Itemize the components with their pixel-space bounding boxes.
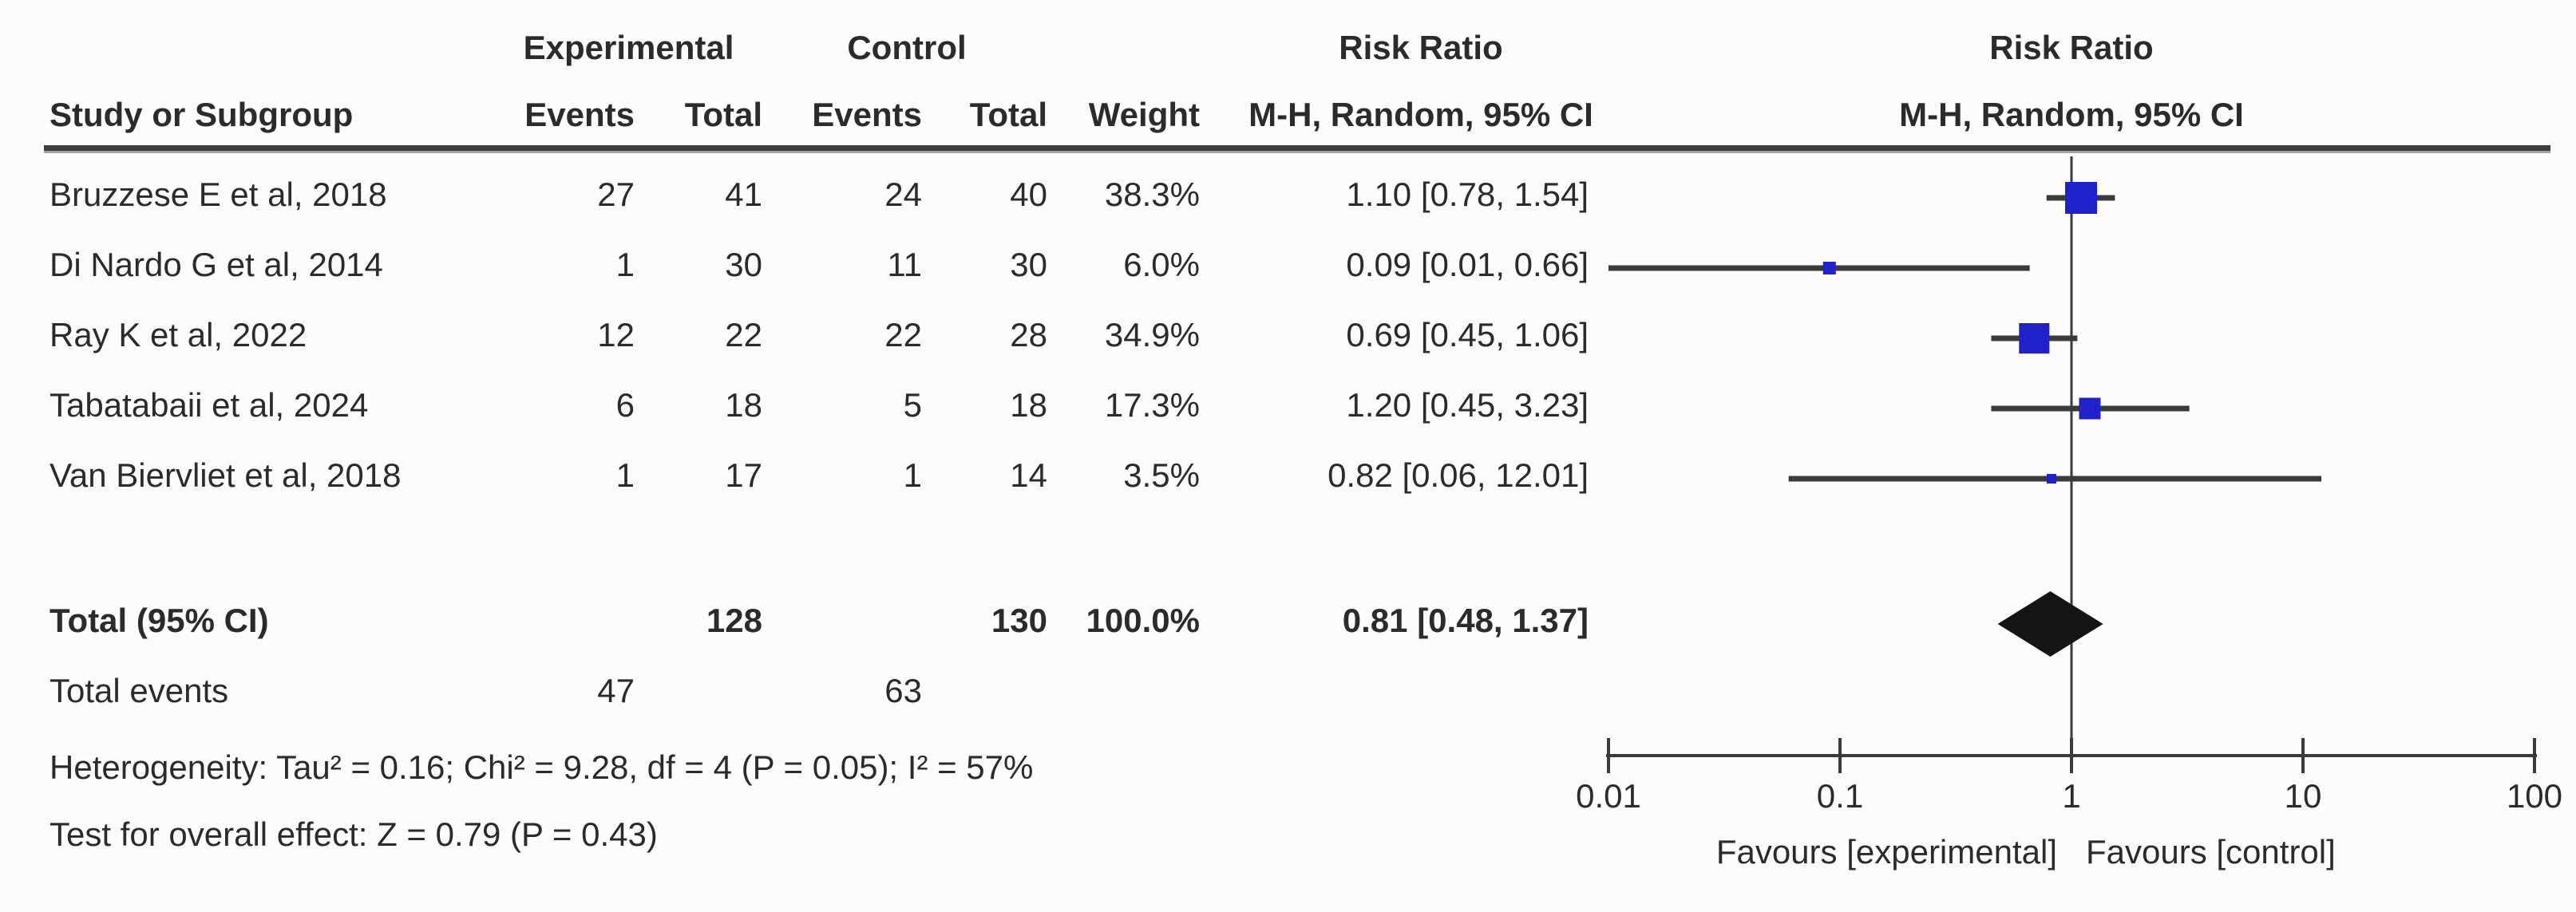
header-mh-random-ci-plot: M-H, Random, 95% CI: [1899, 96, 2244, 133]
total-events-row: Total events 47 63: [0, 672, 2576, 720]
study-name: Van Biervliet et al, 2018: [49, 456, 402, 494]
effect-square: [2065, 182, 2098, 214]
favours-control-label: Favours [control]: [2086, 833, 2336, 871]
x-tick-label: 0.1: [1817, 777, 1863, 815]
study-exp-total: 18: [725, 386, 762, 424]
study-weight: 38.3%: [1104, 176, 1200, 213]
study-exp-total: 30: [725, 246, 762, 283]
study-ctrl-events: 1: [903, 456, 922, 494]
study-exp-events: 6: [615, 386, 635, 424]
x-tick-label: 10: [2285, 777, 2322, 815]
effect-square: [2079, 397, 2101, 420]
x-tick-label: 0.01: [1576, 777, 1641, 815]
study-name: Ray K et al, 2022: [49, 316, 307, 353]
effect-square: [1822, 262, 1836, 274]
total-diamond: [1997, 591, 2103, 657]
study-ctrl-total: 40: [1010, 176, 1047, 213]
study-exp-total: 22: [725, 316, 762, 353]
study-row: Di Nardo G et al, 2014 1 30 11 30 6.0% 0…: [0, 246, 2576, 294]
header-weight: Weight: [1088, 96, 1200, 133]
study-row: Bruzzese E et al, 2018 27 41 24 40 38.3%…: [0, 176, 2576, 223]
total-weight: 100.0%: [1086, 602, 1200, 639]
effect-square: [2019, 323, 2050, 353]
study-exp-total: 17: [725, 456, 762, 494]
study-row: Ray K et al, 2022 12 22 22 28 34.9% 0.69…: [0, 316, 2576, 364]
heterogeneity-row: Heterogeneity: Tau² = 0.16; Chi² = 9.28,…: [0, 748, 2576, 796]
header-risk-ratio-column: Risk Ratio: [1339, 29, 1503, 66]
header-ctrl-total: Total: [969, 96, 1047, 133]
effect-square: [2047, 474, 2057, 484]
header-study-or-subgroup: Study or Subgroup: [49, 96, 354, 133]
header-exp-total: Total: [684, 96, 762, 133]
x-tick-label: 100: [2507, 777, 2562, 815]
study-rr-ci: 0.09 [0.01, 0.66]: [1346, 246, 1589, 283]
table-header-columns: Study or Subgroup Events Total Events To…: [0, 96, 2576, 144]
header-divider: [44, 145, 2550, 153]
study-row: Tabatabaii et al, 2024 6 18 5 18 17.3% 1…: [0, 386, 2576, 434]
total-events-control: 63: [884, 672, 922, 709]
overall-effect-row: Test for overall effect: Z = 0.79 (P = 0…: [0, 815, 2576, 863]
study-rr-ci: 1.10 [0.78, 1.54]: [1346, 176, 1589, 213]
study-exp-events: 27: [597, 176, 635, 213]
study-ctrl-total: 18: [1010, 386, 1047, 424]
study-weight: 34.9%: [1104, 316, 1200, 353]
total-rr-ci: 0.81 [0.48, 1.37]: [1342, 602, 1589, 639]
study-exp-events: 1: [615, 246, 635, 283]
table-header-groups: Experimental Control Risk Ratio Risk Rat…: [0, 29, 2576, 77]
study-ctrl-events: 5: [903, 386, 922, 424]
study-rr-ci: 1.20 [0.45, 3.23]: [1346, 386, 1589, 424]
study-ctrl-events: 22: [884, 316, 922, 353]
study-row: Van Biervliet et al, 2018 1 17 1 14 3.5%…: [0, 456, 2576, 504]
study-ctrl-total: 28: [1010, 316, 1047, 353]
overall-effect-test: Test for overall effect: Z = 0.79 (P = 0…: [49, 815, 658, 853]
study-weight: 17.3%: [1104, 386, 1200, 424]
total-ctrl-total: 130: [991, 602, 1047, 639]
study-ctrl-total: 14: [1010, 456, 1047, 494]
study-exp-events: 12: [597, 316, 635, 353]
study-exp-events: 1: [615, 456, 635, 494]
study-ctrl-events: 24: [884, 176, 922, 213]
total-events-label: Total events: [49, 672, 229, 709]
study-ctrl-events: 11: [887, 246, 922, 283]
study-ctrl-total: 30: [1010, 246, 1047, 283]
total-exp-total: 128: [706, 602, 762, 639]
study-name: Bruzzese E et al, 2018: [49, 176, 387, 213]
header-mh-random-ci: M-H, Random, 95% CI: [1248, 96, 1593, 133]
header-risk-ratio-plot: Risk Ratio: [1989, 29, 2154, 66]
header-control-group: Control: [847, 29, 967, 66]
study-rr-ci: 0.82 [0.06, 12.01]: [1328, 456, 1589, 494]
favours-experimental-label: Favours [experimental]: [1716, 833, 2057, 871]
study-weight: 6.0%: [1123, 246, 1200, 283]
total-label: Total (95% CI): [49, 602, 269, 639]
heterogeneity-stats: Heterogeneity: Tau² = 0.16; Chi² = 9.28,…: [49, 748, 1034, 786]
study-name: Tabatabaii et al, 2024: [49, 386, 369, 424]
study-exp-total: 41: [725, 176, 762, 213]
total-events-experimental: 47: [597, 672, 635, 709]
study-weight: 3.5%: [1123, 456, 1200, 494]
x-tick-label: 1: [2062, 777, 2080, 815]
study-rr-ci: 0.69 [0.45, 1.06]: [1346, 316, 1589, 353]
header-ctrl-events: Events: [812, 96, 922, 133]
total-row: Total (95% CI) 128 130 100.0% 0.81 [0.48…: [0, 602, 2576, 649]
header-exp-events: Events: [524, 96, 635, 133]
study-name: Di Nardo G et al, 2014: [49, 246, 383, 283]
header-experimental-group: Experimental: [523, 29, 734, 66]
